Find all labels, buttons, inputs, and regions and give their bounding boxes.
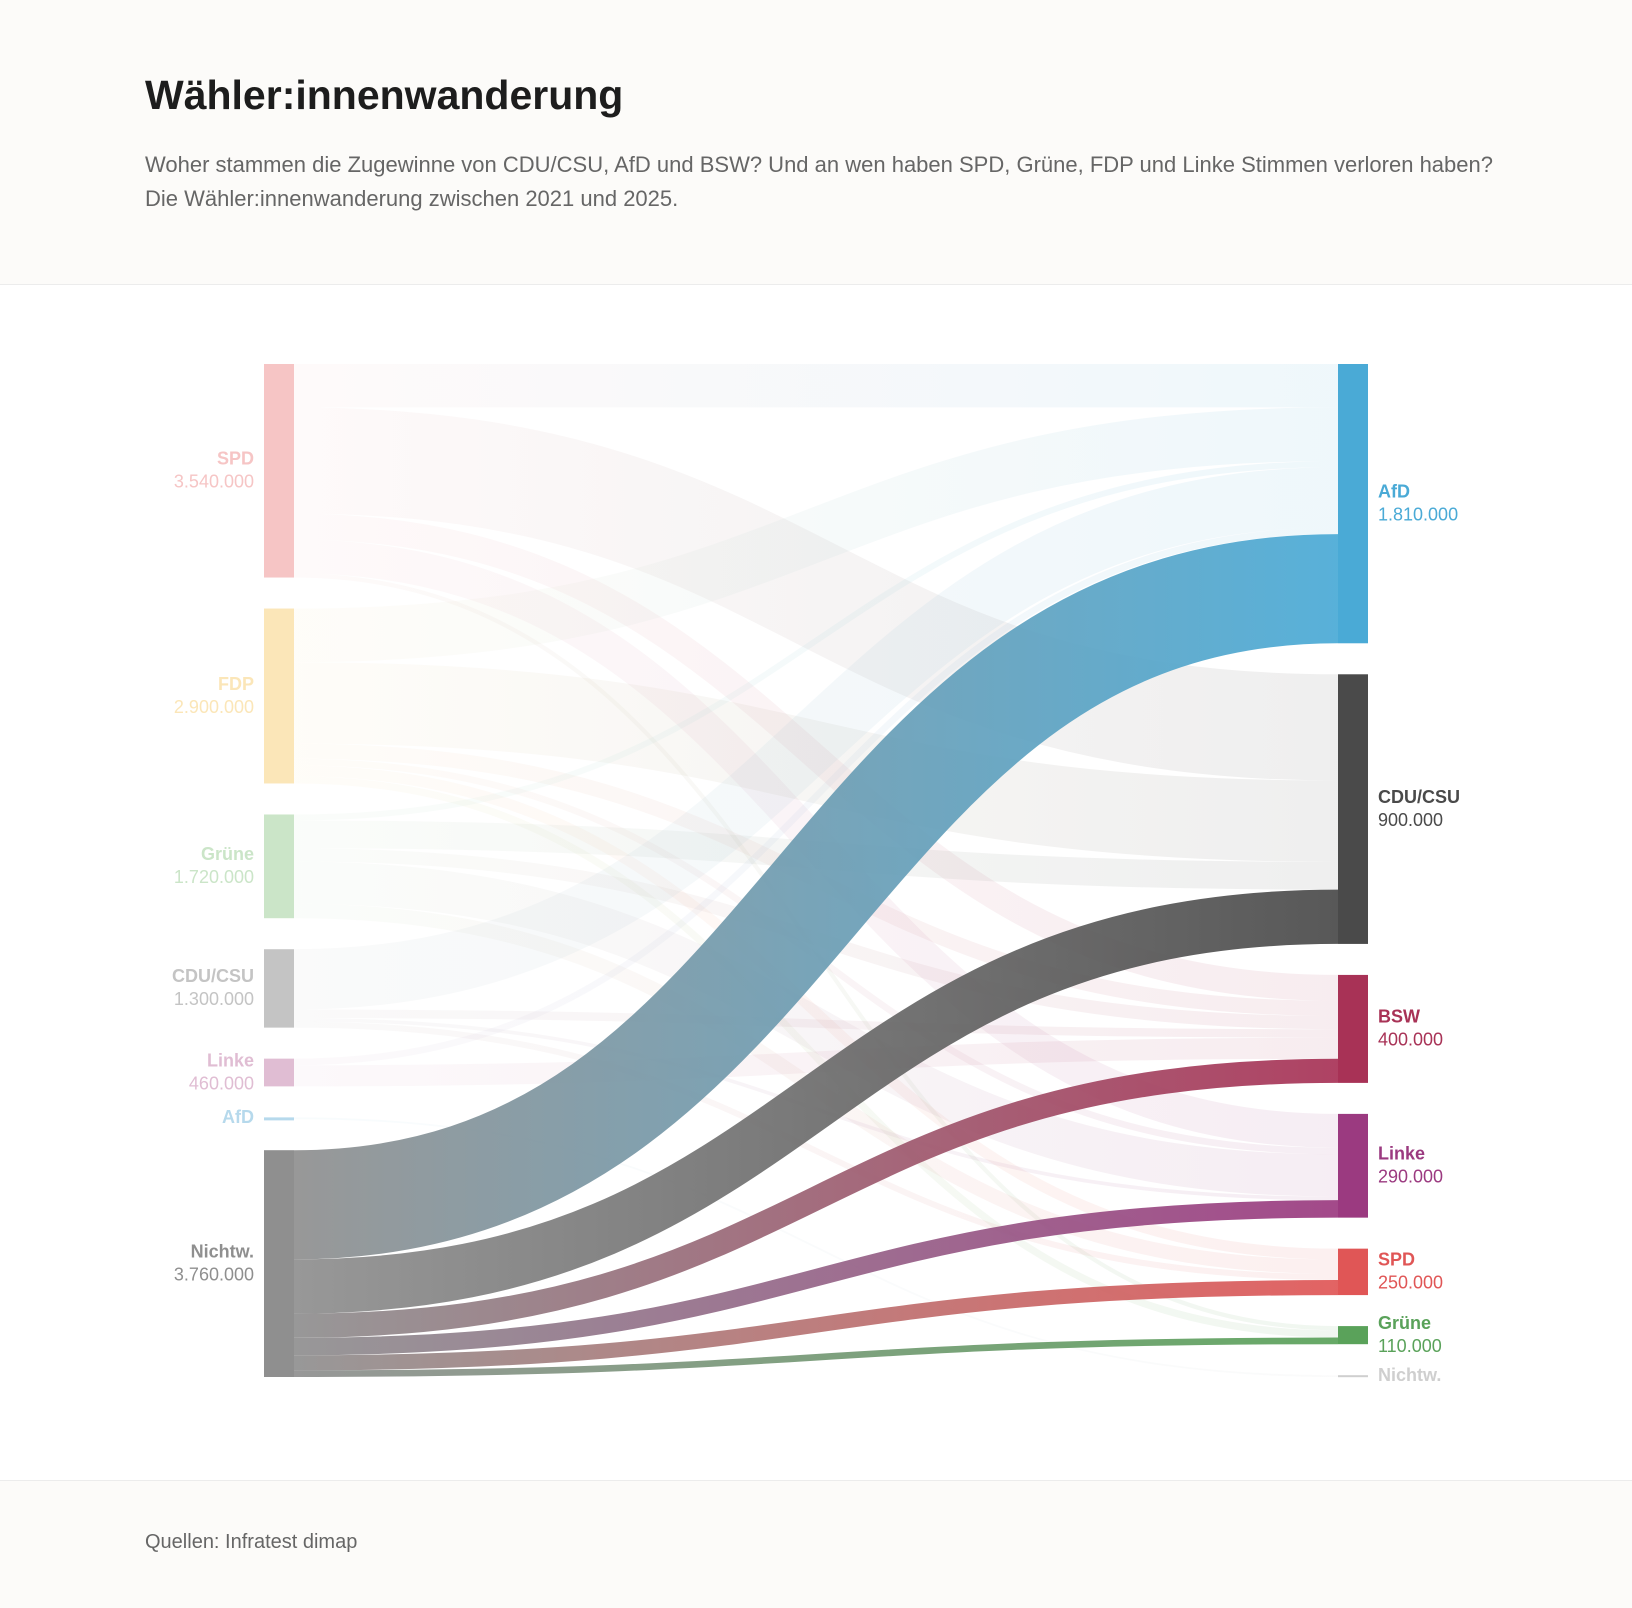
target-node [1338, 364, 1368, 644]
flow-highlighted [293, 1280, 1339, 1371]
target-node [1338, 674, 1368, 944]
flow [293, 1009, 1339, 1038]
target-label: SPD [1378, 1250, 1415, 1270]
target-node [1338, 974, 1368, 1083]
target-label: AfD [1378, 481, 1410, 501]
target-value: 900.000 [1378, 810, 1443, 830]
source-label: CDU/CSU [172, 966, 254, 986]
target-value: 1.810.000 [1378, 504, 1458, 524]
title: Wähler:innenwanderung [145, 72, 624, 118]
source-value: 1.720.000 [174, 867, 254, 887]
source-value: 3.760.000 [174, 1264, 254, 1284]
source-value: 2.900.000 [174, 697, 254, 717]
source-value: 3.540.000 [174, 472, 254, 492]
source-value: 1.300.000 [174, 989, 254, 1009]
target-node [1338, 1375, 1368, 1378]
source-label: Grüne [201, 844, 254, 864]
source-label: Linke [207, 1050, 254, 1070]
footer: Quellen: Infratest dimap [0, 1480, 1632, 1608]
flow [293, 407, 1339, 663]
flow-highlighted [293, 1058, 1339, 1338]
target-label: BSW [1378, 1007, 1420, 1027]
flow-highlighted [293, 534, 1339, 1260]
target-label: CDU/CSU [1378, 787, 1460, 807]
flow-highlighted [293, 1337, 1339, 1377]
flow [293, 407, 1339, 781]
flow [293, 861, 1339, 1197]
target-label: Linke [1378, 1144, 1425, 1164]
target-value: 250.000 [1378, 1273, 1443, 1293]
subtitle: Woher stammen die Zugewinne von CDU/CSU,… [145, 152, 1493, 211]
source-node [264, 1150, 294, 1377]
target-label: Grüne [1378, 1313, 1431, 1333]
target-value: 110.000 [1378, 1336, 1442, 1356]
flow [293, 527, 1339, 1066]
target-value: 290.000 [1378, 1167, 1443, 1187]
source-node [264, 364, 294, 578]
source-note: Quellen: Infratest dimap [145, 1531, 358, 1553]
flow [293, 467, 1339, 1010]
source-label: Nichtw. [191, 1241, 254, 1261]
source-label: AfD [222, 1107, 254, 1127]
source-value: 460.000 [189, 1073, 254, 1093]
target-value: 400.000 [1378, 1030, 1443, 1050]
source-node [264, 1117, 294, 1121]
flow-highlighted [293, 1200, 1339, 1356]
flow [293, 1037, 1339, 1087]
header: Wähler:innenwanderung Woher stammen die … [0, 0, 1632, 285]
target-node [1338, 1113, 1368, 1218]
target-node [1338, 1248, 1368, 1296]
flow [293, 1021, 1339, 1281]
chart: SPD 3.540.000 FDP 2.900.000 Grüne 1.720.000 CD… [172, 363, 1460, 1385]
flow-highlighted [293, 889, 1339, 1314]
source-node [264, 1058, 294, 1087]
flow [293, 461, 1339, 821]
source-label: FDP [218, 674, 254, 694]
source-label: SPD [217, 449, 254, 469]
target-node [1338, 1326, 1368, 1345]
target-label: Nichtw. [1378, 1365, 1441, 1385]
source-node [264, 608, 294, 784]
source-node [264, 814, 294, 919]
source-node [264, 949, 294, 1028]
